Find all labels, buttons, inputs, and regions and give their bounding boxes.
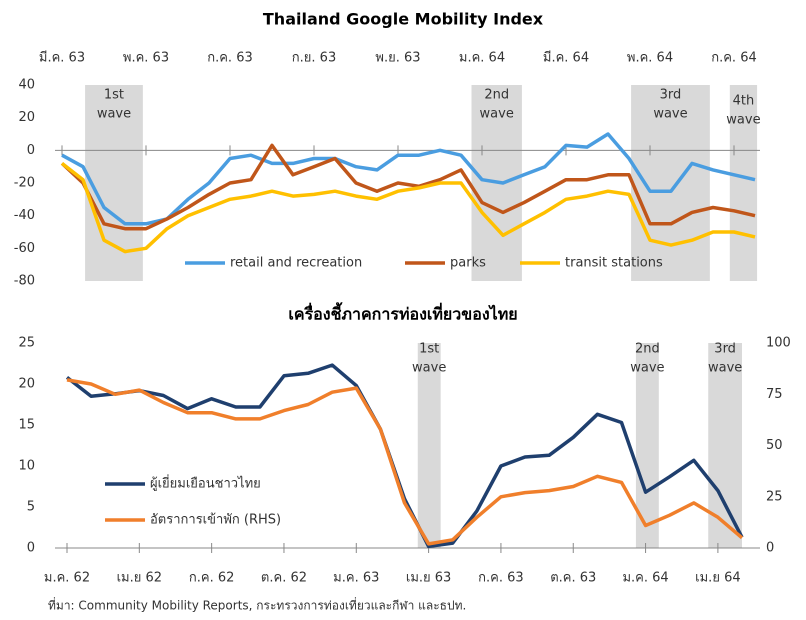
legend-label: อัตราการเข้าพัก (RHS) [150,513,281,528]
x-tick-label: เม.ย 62 [117,571,162,586]
legend-label: retail and recreation [230,256,362,271]
x-tick-label: ต.ค. 63 [550,571,596,586]
x-tick-label: พ.ค. 64 [627,51,673,66]
x-tick-label: เม.ย 63 [406,571,451,586]
wave-band [729,85,758,281]
y2-tick-label: 0 [766,541,774,556]
y-tick-label: 5 [27,500,35,515]
x-tick-label: ต.ค. 62 [261,571,307,586]
x-tick-label: ก.ค. 63 [478,571,524,586]
x-tick-label: ก.ค. 64 [711,51,757,66]
wave-label: wave [708,361,742,376]
legend-label: parks [450,256,486,271]
y-tick-label: 40 [18,78,35,93]
x-tick-label: มี.ค. 64 [543,50,589,66]
x-tick-label: ก.ค. 62 [189,571,235,586]
wave-band [417,343,441,548]
chart-title: เครื่องชี้ภาคการท่องเที่ยวของไทย [288,302,517,324]
wave-label: 3rd [660,88,682,103]
y-tick-label: -60 [14,241,35,256]
y-tick-label: 15 [18,418,35,433]
legend-label: transit stations [565,256,663,271]
wave-label: 1st [419,342,439,357]
y-tick-label: 0 [27,541,35,556]
series-line [60,143,756,231]
x-tick-label: มี.ค. 63 [39,50,85,66]
x-tick-label: ม.ค. 62 [44,571,90,586]
wave-label: 3rd [714,342,736,357]
wave-label: wave [480,107,514,122]
y2-tick-label: 25 [766,489,783,504]
wave-label: wave [97,107,131,122]
series-line [60,162,756,254]
series-line [66,378,744,546]
wave-label: wave [726,113,760,128]
y2-tick-label: 100 [766,336,791,351]
y2-tick-label: 50 [766,438,783,453]
wave-label: 2nd [484,88,509,103]
y-tick-label: 20 [18,110,35,125]
x-tick-label: ม.ค. 64 [622,571,668,586]
y-tick-label: -40 [14,208,35,223]
x-tick-label: ก.ย. 63 [292,51,336,66]
y-tick-label: -20 [14,176,35,191]
wave-band [635,343,659,548]
x-tick-label: เม.ย 64 [695,571,740,586]
y-tick-label: 0 [27,143,35,158]
y-tick-label: 25 [18,336,35,351]
x-tick-label: ก.ค. 63 [207,51,253,66]
y-tick-label: -80 [14,274,35,289]
series-line [61,132,756,226]
wave-label: 1st [104,88,124,103]
chart-title: Thailand Google Mobility Index [263,10,544,29]
wave-label: wave [412,361,446,376]
x-tick-label: พ.ย. 63 [375,51,420,66]
wave-band [85,85,143,281]
legend-label: ผู้เยี่ยมเยือนชาวไทย [150,475,261,492]
source-note: ที่มา: Community Mobility Reports, กระทร… [48,597,466,613]
x-tick-label: ม.ค. 64 [459,51,505,66]
wave-label: wave [630,361,664,376]
x-tick-label: พ.ค. 63 [123,51,169,66]
wave-label: wave [653,107,687,122]
x-tick-label: ม.ค. 63 [333,571,379,586]
y-tick-label: 10 [18,459,35,474]
y2-tick-label: 75 [766,387,783,402]
wave-label: 2nd [635,342,660,357]
wave-label: 4th [733,94,755,109]
y-tick-label: 20 [18,377,35,392]
